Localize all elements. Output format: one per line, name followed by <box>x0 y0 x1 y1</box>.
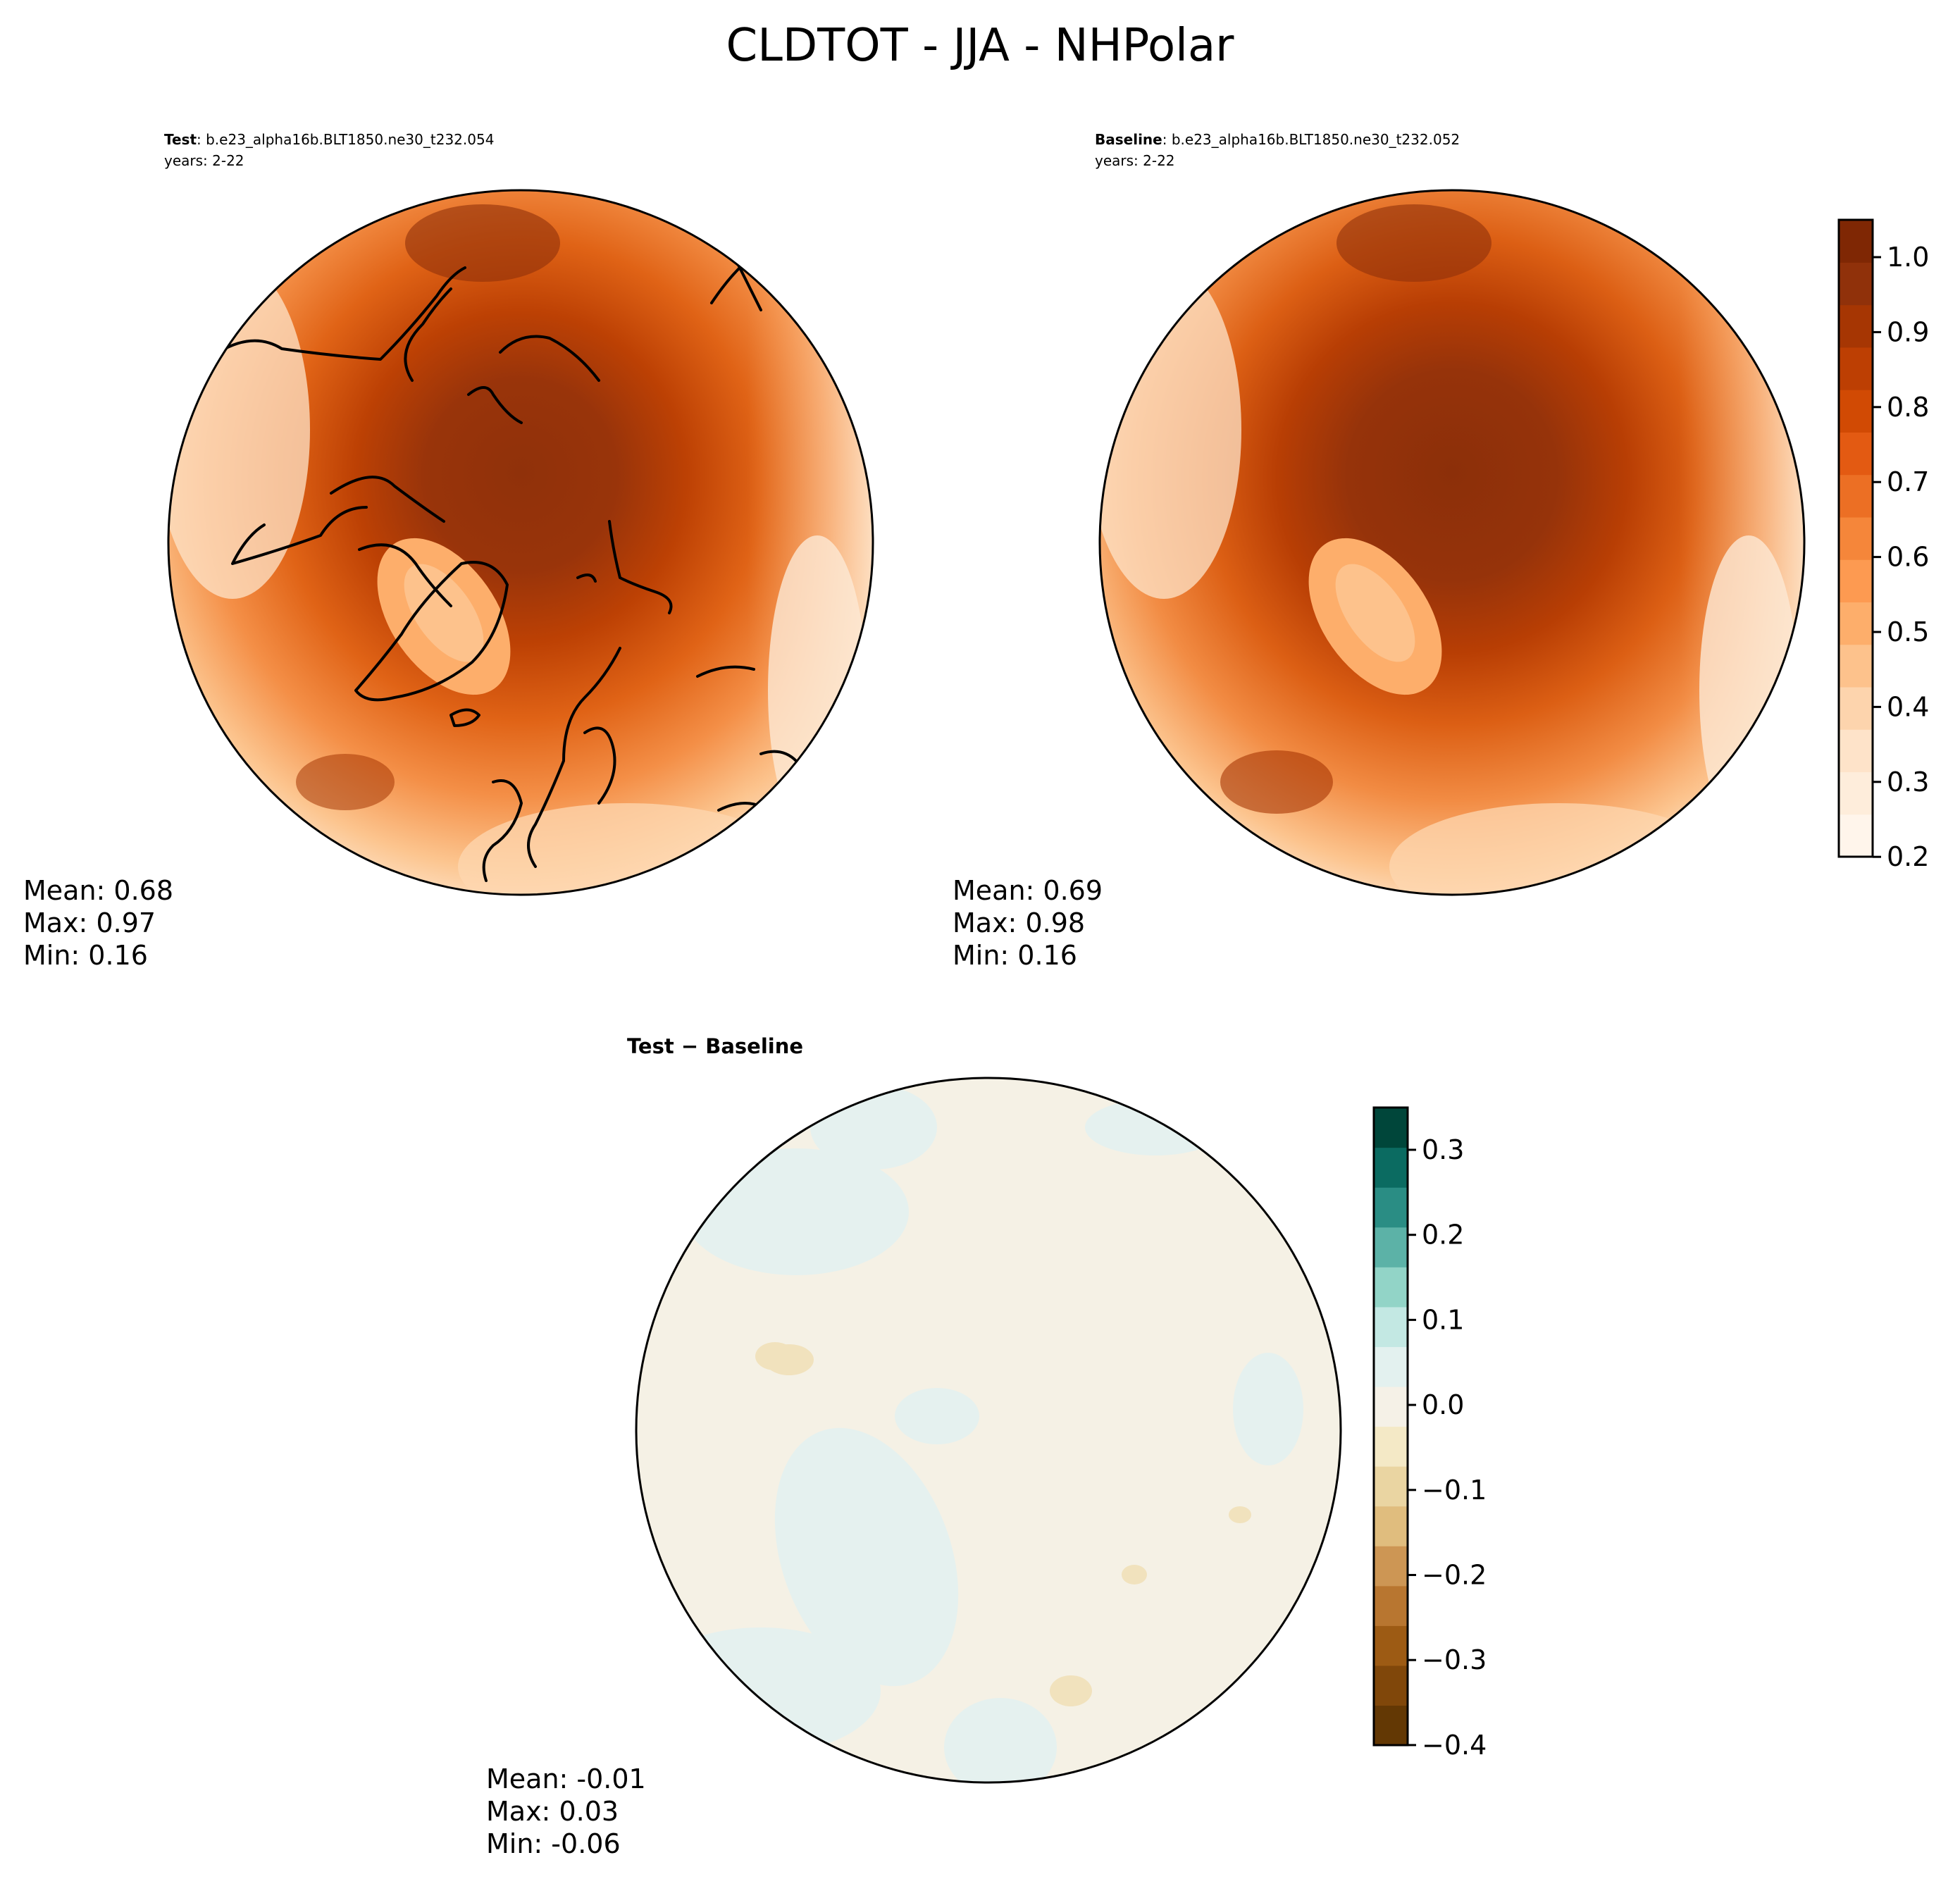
diff-colorbar-segment <box>1374 1705 1408 1746</box>
main-colorbar-tick-label: 0.8 <box>1887 392 1929 423</box>
diff-colorbar-segment <box>1374 1466 1408 1507</box>
baseline-map-boundary <box>1098 189 1806 896</box>
main-colorbar-segment <box>1839 814 1873 857</box>
diff-colorbar-segment <box>1374 1147 1408 1188</box>
main-colorbar-tick-label: 0.6 <box>1887 542 1929 573</box>
baseline-label-bold: Baseline <box>1095 131 1162 148</box>
baseline-min: Min: 0.16 <box>953 940 1077 971</box>
diff-min: Min: -0.06 <box>486 1828 621 1859</box>
main-colorbar-segment <box>1839 644 1873 688</box>
diff-colorbar-frame <box>1372 1106 1409 1747</box>
diff-max: Max: 0.03 <box>486 1796 619 1827</box>
diff-colorbar-tick-label: −0.2 <box>1422 1560 1487 1591</box>
baseline-mean: Mean: 0.69 <box>953 875 1103 906</box>
baseline-label-rest: : b.e23_alpha16b.BLT1850.ne30_t232.052 <box>1162 131 1460 148</box>
diff-map <box>636 1078 1341 1782</box>
baseline-max: Max: 0.98 <box>953 907 1085 938</box>
test-coastlines <box>217 245 798 882</box>
main-colorbar-segment <box>1839 474 1873 518</box>
diff-colorbar-segment <box>1374 1227 1408 1267</box>
diff-panel-label: Test − Baseline <box>627 1034 803 1058</box>
main-colorbar-segment <box>1839 432 1873 476</box>
diff-colorbar-segment <box>1374 1386 1408 1427</box>
test-min: Min: 0.16 <box>23 940 148 971</box>
diff-colorbar-tick-label: −0.3 <box>1422 1644 1487 1675</box>
test-mean: Mean: 0.68 <box>23 875 173 906</box>
diff-colorbar-segment <box>1374 1625 1408 1666</box>
main-colorbar-segment <box>1839 602 1873 645</box>
main-colorbar-segment <box>1839 729 1873 773</box>
diff-colorbar-segment <box>1374 1506 1408 1546</box>
main-colorbar-tick-label: 1.0 <box>1887 242 1929 273</box>
diff-colorbar-segment <box>1374 1306 1408 1347</box>
figure-title: CLDTOT - JJA - NHPolar <box>726 20 1235 72</box>
main-colorbar-tick-label: 0.2 <box>1887 841 1929 872</box>
main-colorbar-tick-label: 0.9 <box>1887 316 1929 347</box>
diff-colorbar-segment <box>1374 1546 1408 1587</box>
diff-colorbar-segment <box>1374 1665 1408 1706</box>
main-colorbar-tick-label: 0.3 <box>1887 767 1929 798</box>
test-panel-label: Test: b.e23_alpha16b.BLT1850.ne30_t232.0… <box>164 131 494 148</box>
diff-map-boundary <box>635 1077 1342 1784</box>
diff-colorbar-segment <box>1374 1585 1408 1626</box>
main-colorbar-segment <box>1839 686 1873 730</box>
main-colorbar: 1.0 0.9 0.8 0.7 0.6 0.5 0.4 0.3 0.2 <box>1837 218 1929 872</box>
main-colorbar-frame <box>1837 218 1874 858</box>
main-colorbar-tick-label: 0.4 <box>1887 691 1929 722</box>
test-panel: Test: b.e23_alpha16b.BLT1850.ne30_t232.0… <box>23 131 874 971</box>
main-colorbar-segment <box>1839 220 1873 263</box>
main-colorbar-segment <box>1839 516 1873 560</box>
diff-colorbar-tick-label: 0.2 <box>1422 1220 1464 1251</box>
diff-colorbar-tick-label: 0.0 <box>1422 1389 1464 1420</box>
main-colorbar-segment <box>1839 262 1873 306</box>
main-colorbar-segment <box>1839 771 1873 815</box>
diff-colorbar-segment <box>1374 1346 1408 1387</box>
main-colorbar-segment <box>1839 304 1873 348</box>
test-years: years: 2-22 <box>164 152 244 169</box>
main-colorbar-tick-label: 0.7 <box>1887 466 1929 497</box>
main-colorbar-segment <box>1839 390 1873 433</box>
baseline-years: years: 2-22 <box>1095 152 1175 169</box>
diff-colorbar-tick-label: −0.4 <box>1422 1730 1487 1761</box>
test-map-boundary <box>167 189 874 896</box>
diff-colorbar-segment <box>1374 1108 1408 1148</box>
baseline-panel-label: Baseline: b.e23_alpha16b.BLT1850.ne30_t2… <box>1095 131 1460 148</box>
test-label-rest: : b.e23_alpha16b.BLT1850.ne30_t232.054 <box>197 131 494 148</box>
diff-colorbar-tick-label: 0.3 <box>1422 1134 1464 1165</box>
main-colorbar-segment <box>1839 559 1873 602</box>
main-colorbar-tick-label: 0.5 <box>1887 616 1929 647</box>
diff-colorbar-tick-label: −0.1 <box>1422 1475 1487 1506</box>
diff-mean: Mean: -0.01 <box>486 1763 646 1794</box>
diff-colorbar-segment <box>1374 1187 1408 1228</box>
main-colorbar-segment <box>1839 347 1873 390</box>
diff-colorbar-segment <box>1374 1426 1408 1467</box>
test-max: Max: 0.97 <box>23 907 156 938</box>
diff-colorbar-tick-label: 0.1 <box>1422 1304 1464 1335</box>
diff-colorbar-segment <box>1374 1267 1408 1308</box>
test-label-bold: Test <box>164 131 197 148</box>
baseline-panel: Baseline: b.e23_alpha16b.BLT1850.ne30_t2… <box>953 131 1806 971</box>
diff-colorbar: 0.3 0.2 0.1 0.0 −0.1 −0.2 −0.3 −0.4 <box>1372 1106 1487 1761</box>
diff-panel: Test − Baseline <box>486 1034 1342 1859</box>
